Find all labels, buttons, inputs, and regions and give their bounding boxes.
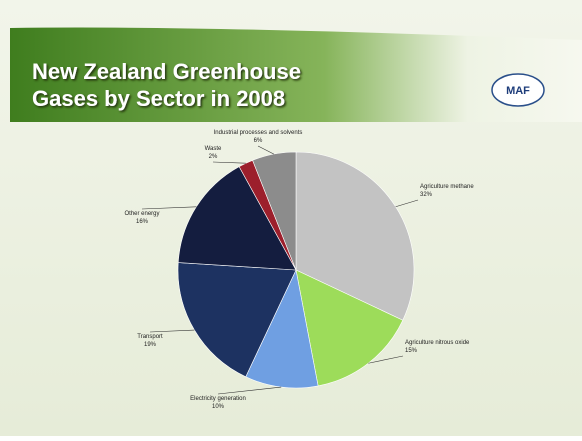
pie-slice [177,262,297,378]
header-band [10,27,582,122]
pie-slice [295,269,404,387]
slice-value: 16% [136,219,149,225]
slice-label: Agriculture methane [420,184,474,190]
title-box: New Zealand Greenhouse Gases by Sector i… [32,59,301,111]
leader-line [217,386,282,395]
slice-label: Industrial processes and solvents [214,130,303,136]
pie-slice [177,166,297,271]
slice-value: 19% [144,342,157,348]
slice-label: Agriculture nitrous oxide [405,340,470,346]
chart-title: New Zealand Greenhouse Gases by Sector i… [32,59,301,111]
pie-slice [245,269,319,389]
leader-line [141,206,197,210]
logo: MAF [506,85,530,97]
pie-slice [295,151,415,321]
leader-line [257,145,275,155]
leader-line [395,199,419,208]
logo-badge [491,73,545,107]
slice-value: 10% [212,404,225,410]
slice-value: 6% [254,138,263,144]
leader-line [149,329,195,333]
slice-label: Transport [137,334,163,340]
leader-line [212,161,246,164]
leader-line [368,355,404,364]
slice-label: Waste [205,146,222,152]
slice-value: 32% [420,192,433,198]
slice-label: Electricity generation [190,396,246,402]
slice-value: 15% [405,348,418,354]
title-group: New Zealand Greenhouse Gases by Sector i… [32,59,301,111]
pie: Agriculture methane 32% Agriculture nitrou… [124,130,474,410]
slice-value: 2% [209,154,218,160]
pie-slice [252,151,297,271]
slice-label: Other energy [124,211,159,217]
